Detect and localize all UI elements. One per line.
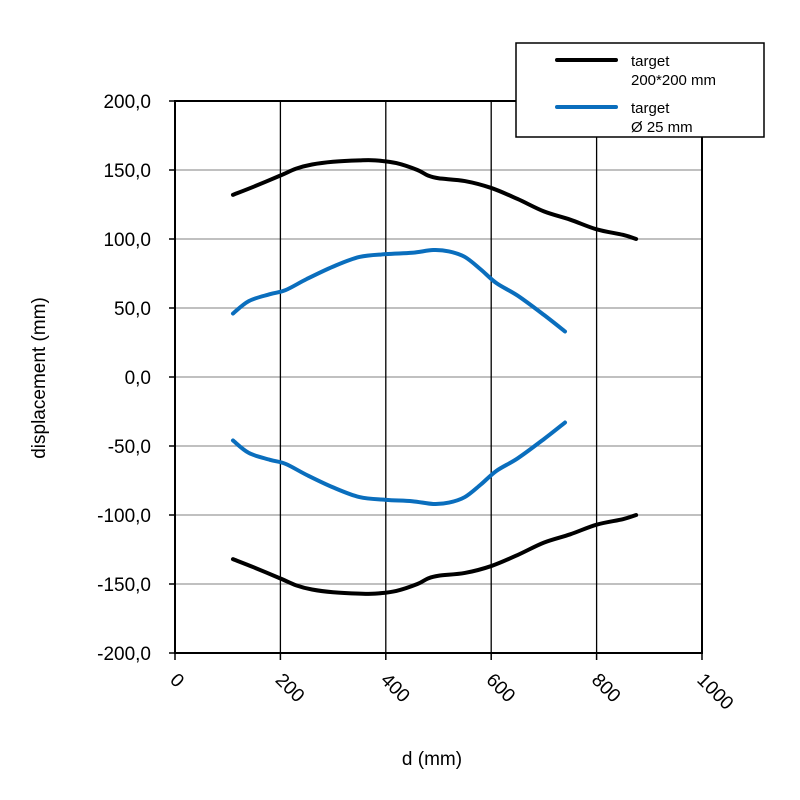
series-line-0: [230, 158, 639, 241]
x-tick-label: 1000: [692, 670, 737, 715]
x-axis-label: d (mm): [402, 749, 462, 770]
y-axis-label: displacement (mm): [29, 297, 50, 459]
y-tick-label: -200,0: [97, 644, 151, 665]
series-group: [230, 158, 639, 596]
legend-label: target: [631, 100, 670, 117]
y-tick-label: 50,0: [114, 299, 151, 320]
y-tick-label: -100,0: [97, 506, 151, 527]
y-tick-label: -50,0: [108, 437, 151, 458]
series-line-3: [230, 420, 567, 507]
x-tick-label: 200: [271, 670, 308, 707]
tick-marks: [169, 100, 703, 660]
x-tick-label: 600: [482, 670, 519, 707]
y-tick-label: 200,0: [103, 92, 151, 113]
series-line-1: [230, 513, 639, 596]
x-tick-labels: 0 200 400 600 800 1000: [165, 670, 737, 715]
x-tick-label: 0: [165, 670, 187, 692]
legend-label: Ø 25 mm: [631, 119, 693, 136]
y-tick-label: 100,0: [103, 230, 151, 251]
grid: [175, 101, 702, 653]
y-tick-labels: 200,0 150,0 100,0 50,0 0,0 -50,0 -100,0 -150,0 -…: [97, 92, 151, 665]
legend: target 200*200 mm target Ø 25 mm: [515, 42, 765, 138]
y-tick-label: 150,0: [103, 161, 151, 182]
x-tick-label: 800: [587, 670, 624, 707]
y-tick-label: -150,0: [97, 575, 151, 596]
legend-label: target: [631, 53, 670, 70]
y-tick-label: 0,0: [125, 368, 151, 389]
series-line-2: [230, 247, 567, 334]
x-tick-label: 400: [376, 670, 413, 707]
legend-label: 200*200 mm: [631, 72, 716, 89]
